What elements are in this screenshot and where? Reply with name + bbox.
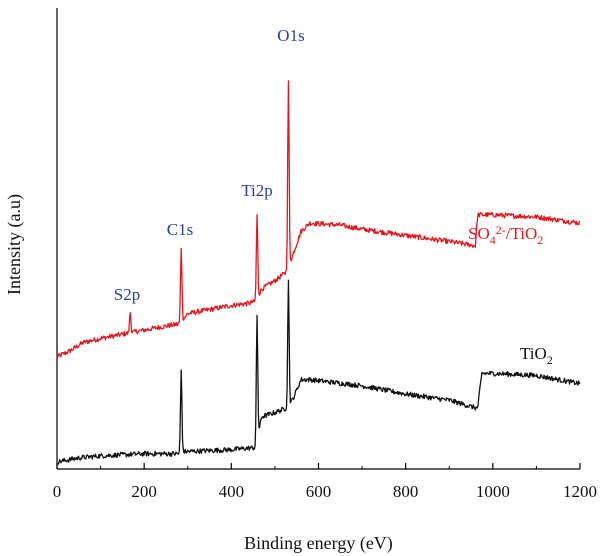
- peak-label-s2p: S2p: [114, 285, 140, 304]
- peak-label-c1s: C1s: [167, 220, 193, 239]
- x-tick-label: 600: [306, 482, 332, 501]
- x-tick-label: 1000: [476, 482, 510, 501]
- x-axis-title: Binding energy (eV): [244, 533, 393, 554]
- series-label-pure: TiO2: [520, 344, 553, 367]
- x-tick-label: 400: [219, 482, 245, 501]
- x-tick-label: 1200: [563, 482, 597, 501]
- y-axis-title: Intensity (a.u): [4, 194, 25, 295]
- x-tick-label: 200: [131, 482, 157, 501]
- peak-label-ti2p: Ti2p: [241, 181, 273, 200]
- x-tick-label: 800: [393, 482, 419, 501]
- x-tick-label: 0: [53, 482, 62, 501]
- series-label-sulfated: SO42-/TiO2: [468, 223, 543, 247]
- series-line-pure: [56, 279, 581, 465]
- peak-label-o1s: O1s: [277, 26, 304, 45]
- series-line-sulfated: [56, 80, 581, 359]
